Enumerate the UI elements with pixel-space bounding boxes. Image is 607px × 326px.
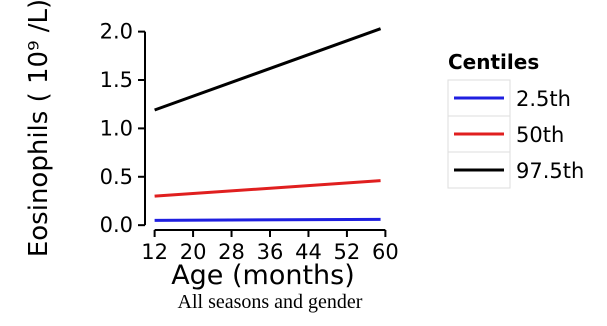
y-axis: 0.0 0.5 1.0 1.5 2.0 (100, 20, 146, 237)
legend-label: 97.5th (516, 159, 584, 183)
y-axis-label: Eosinophils ( 10⁹ /L) (24, 0, 54, 257)
y-tick-label: 0.0 (100, 213, 133, 237)
x-tick-label: 20 (180, 240, 207, 264)
plot-lines (154, 27, 382, 222)
y-tick-label: 0.5 (100, 165, 133, 189)
series-line-1 (154, 217, 381, 222)
series-line-2 (154, 179, 381, 198)
x-tick-label: 36 (257, 240, 284, 264)
legend-label: 2.5th (516, 87, 571, 111)
y-tick-label: 2.0 (100, 20, 133, 44)
x-tick-label: 28 (218, 240, 245, 264)
chart-caption: All seasons and gender (177, 291, 363, 313)
x-axis: 12 20 28 36 44 52 60 (141, 229, 399, 264)
x-tick-label: 52 (334, 240, 361, 264)
x-axis-label: Age (months) (171, 260, 355, 291)
y-tick-label: 1.0 (100, 116, 133, 140)
legend-title: Centiles (448, 50, 539, 74)
legend: Centiles 2.5th 50th 97.5th (447, 50, 584, 189)
x-tick-label: 44 (295, 240, 322, 264)
legend-label: 50th (516, 123, 564, 147)
x-tick-label: 60 (372, 240, 399, 264)
series-line-3 (154, 27, 382, 112)
x-tick-label: 12 (141, 240, 168, 264)
y-tick-label: 1.5 (100, 68, 133, 92)
